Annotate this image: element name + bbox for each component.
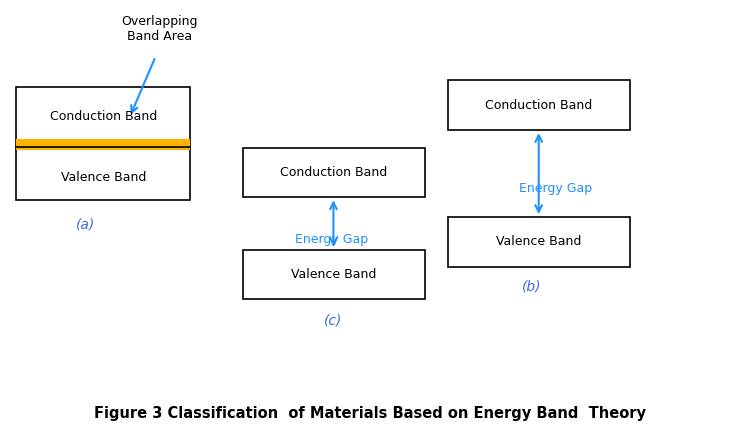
Text: Overlapping
Band Area: Overlapping Band Area bbox=[121, 15, 198, 43]
Text: Conduction Band: Conduction Band bbox=[485, 99, 593, 112]
Text: Valence Band: Valence Band bbox=[61, 171, 146, 184]
Text: Energy Gap: Energy Gap bbox=[295, 233, 368, 246]
Text: Conduction Band: Conduction Band bbox=[280, 166, 388, 179]
Text: (c): (c) bbox=[325, 313, 342, 327]
Text: Conduction Band: Conduction Band bbox=[50, 110, 157, 123]
Bar bbox=[243, 250, 425, 299]
Bar bbox=[16, 139, 190, 150]
Bar bbox=[448, 80, 630, 130]
Text: (a): (a) bbox=[76, 217, 95, 231]
Bar bbox=[448, 217, 630, 267]
Text: Figure 3 Classification  of Materials Based on Energy Band  Theory: Figure 3 Classification of Materials Bas… bbox=[95, 406, 646, 421]
Text: Energy Gap: Energy Gap bbox=[519, 182, 592, 195]
Bar bbox=[16, 87, 190, 200]
Text: Valence Band: Valence Band bbox=[291, 268, 376, 281]
Text: Valence Band: Valence Band bbox=[496, 236, 582, 248]
Bar bbox=[243, 148, 425, 197]
Text: (b): (b) bbox=[522, 280, 542, 294]
